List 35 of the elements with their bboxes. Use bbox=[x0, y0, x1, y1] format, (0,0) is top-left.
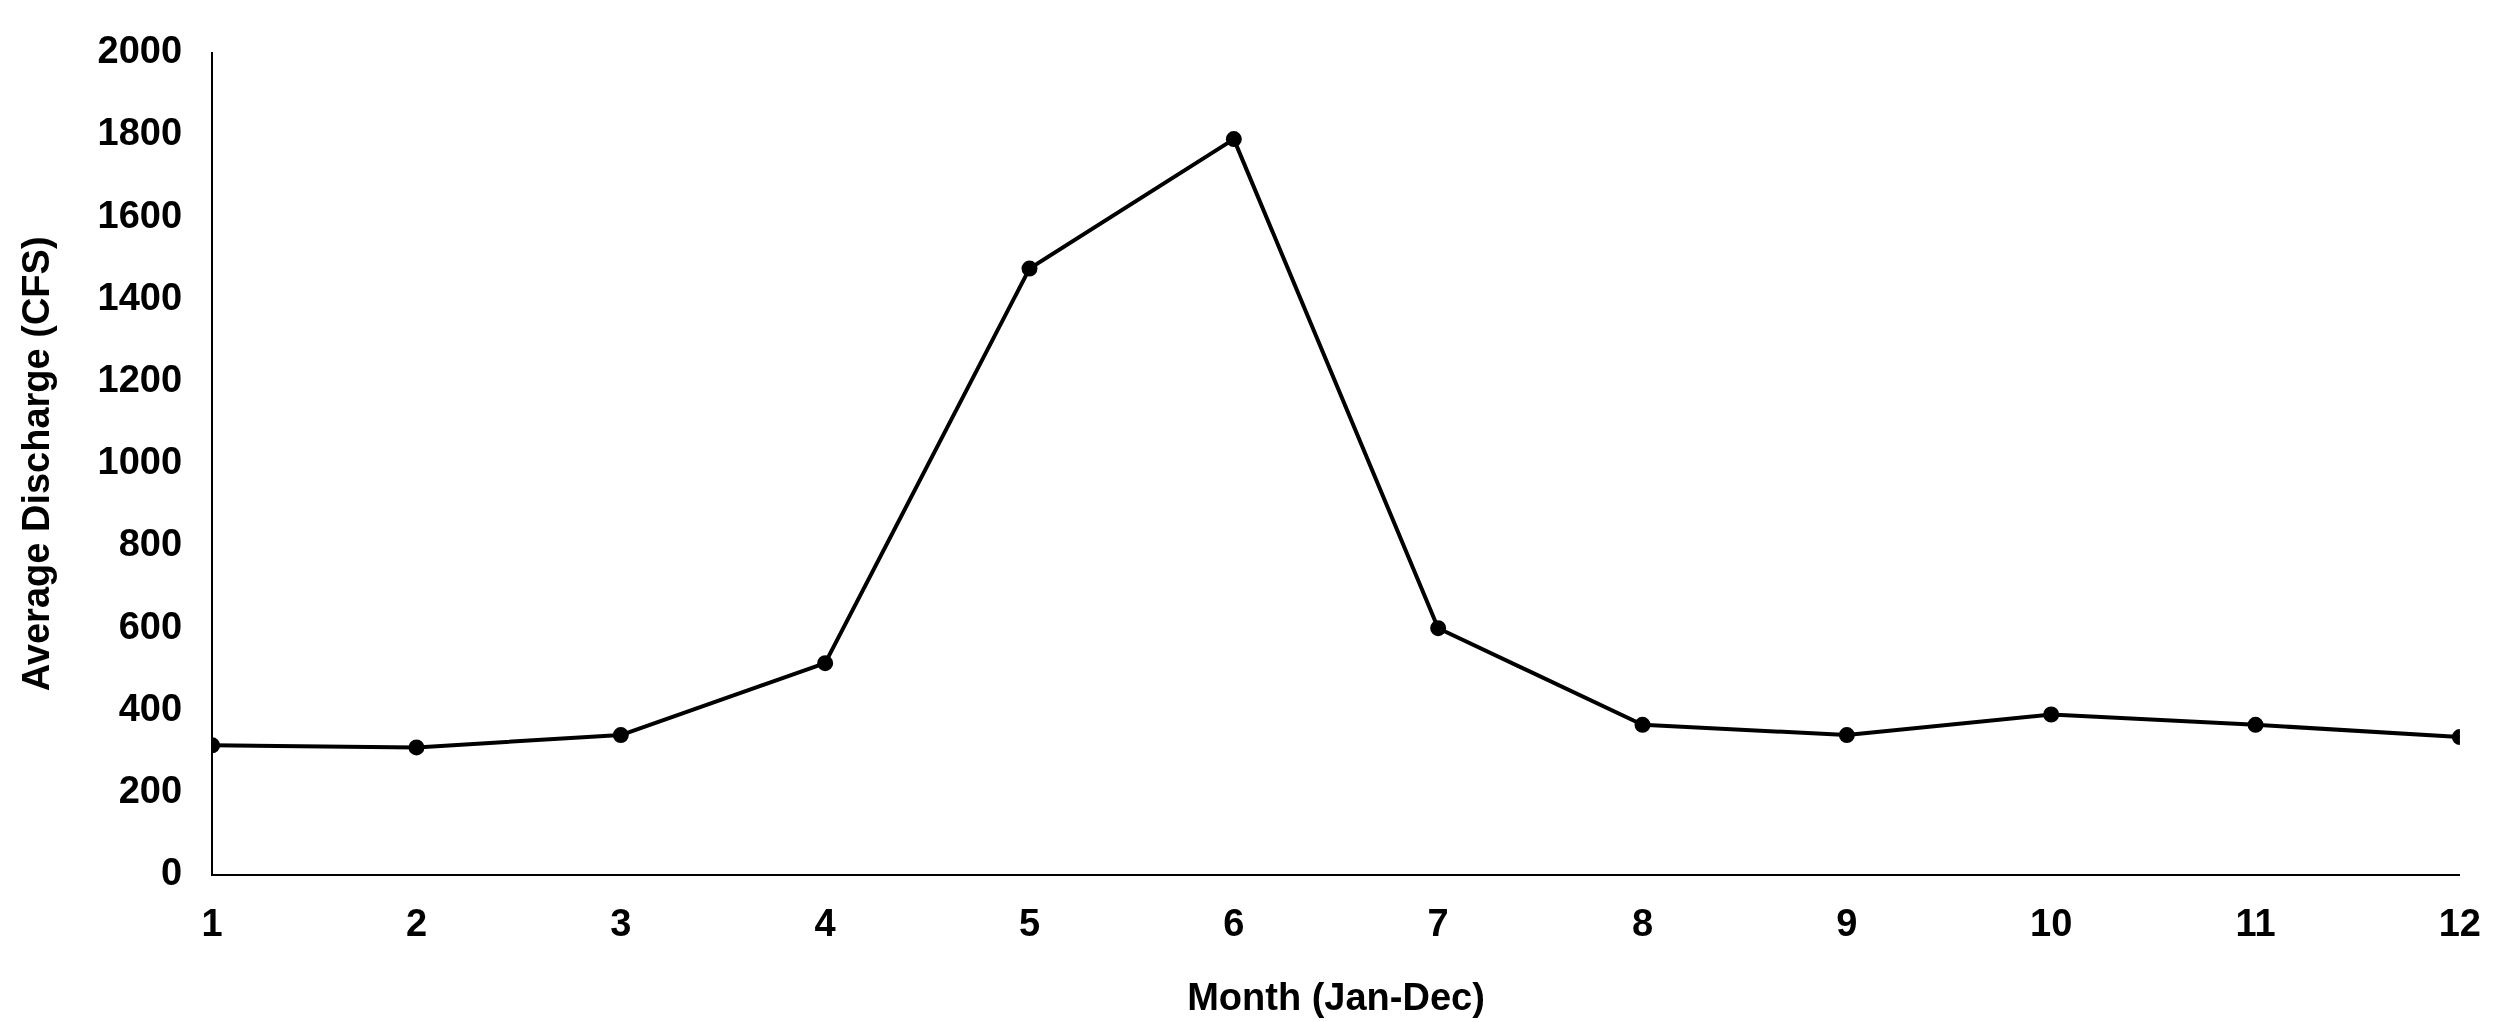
y-tick-label: 400 bbox=[118, 686, 183, 729]
x-tick-label: 3 bbox=[610, 902, 632, 945]
y-tick-label: 1400 bbox=[97, 275, 183, 318]
x-tick-label: 6 bbox=[1223, 902, 1245, 945]
y-tick-label: 800 bbox=[118, 522, 183, 565]
x-tick-label: 7 bbox=[1427, 902, 1449, 945]
x-tick-label: 9 bbox=[1836, 902, 1858, 945]
x-tick-label: 1 bbox=[201, 902, 223, 945]
y-tick-label: 2000 bbox=[97, 29, 183, 72]
point bbox=[612, 727, 629, 744]
point bbox=[2247, 716, 2264, 733]
x-tick-label: 11 bbox=[2235, 902, 2276, 945]
point bbox=[1225, 131, 1242, 148]
x-axis-title: Month (Jan-Dec) bbox=[1187, 975, 1485, 1018]
x-tick-label: 4 bbox=[814, 902, 836, 945]
point bbox=[1430, 620, 1447, 637]
y-tick-label: 600 bbox=[118, 604, 183, 647]
point bbox=[1021, 260, 1038, 277]
y-tick-label: 1000 bbox=[97, 440, 183, 483]
y-tick-label: 1200 bbox=[97, 358, 183, 401]
y-tick-label: 1800 bbox=[97, 111, 183, 154]
x-tick-label: 5 bbox=[1018, 902, 1041, 945]
y-tick-label: 200 bbox=[118, 769, 183, 812]
point bbox=[1838, 727, 1855, 744]
x-tick-label: 12 bbox=[2438, 902, 2482, 945]
y-tick-label: 1600 bbox=[97, 193, 183, 236]
x-tick-label: 8 bbox=[1631, 902, 1654, 945]
point bbox=[408, 739, 425, 756]
y-axis-title: Average Discharge (CFS) bbox=[15, 236, 58, 692]
x-tick-label: 2 bbox=[405, 902, 428, 945]
point bbox=[1634, 716, 1651, 733]
point bbox=[817, 655, 834, 672]
point bbox=[2043, 706, 2060, 723]
x-tick-label: 10 bbox=[2030, 902, 2073, 945]
y-tick-label: 0 bbox=[160, 851, 183, 894]
